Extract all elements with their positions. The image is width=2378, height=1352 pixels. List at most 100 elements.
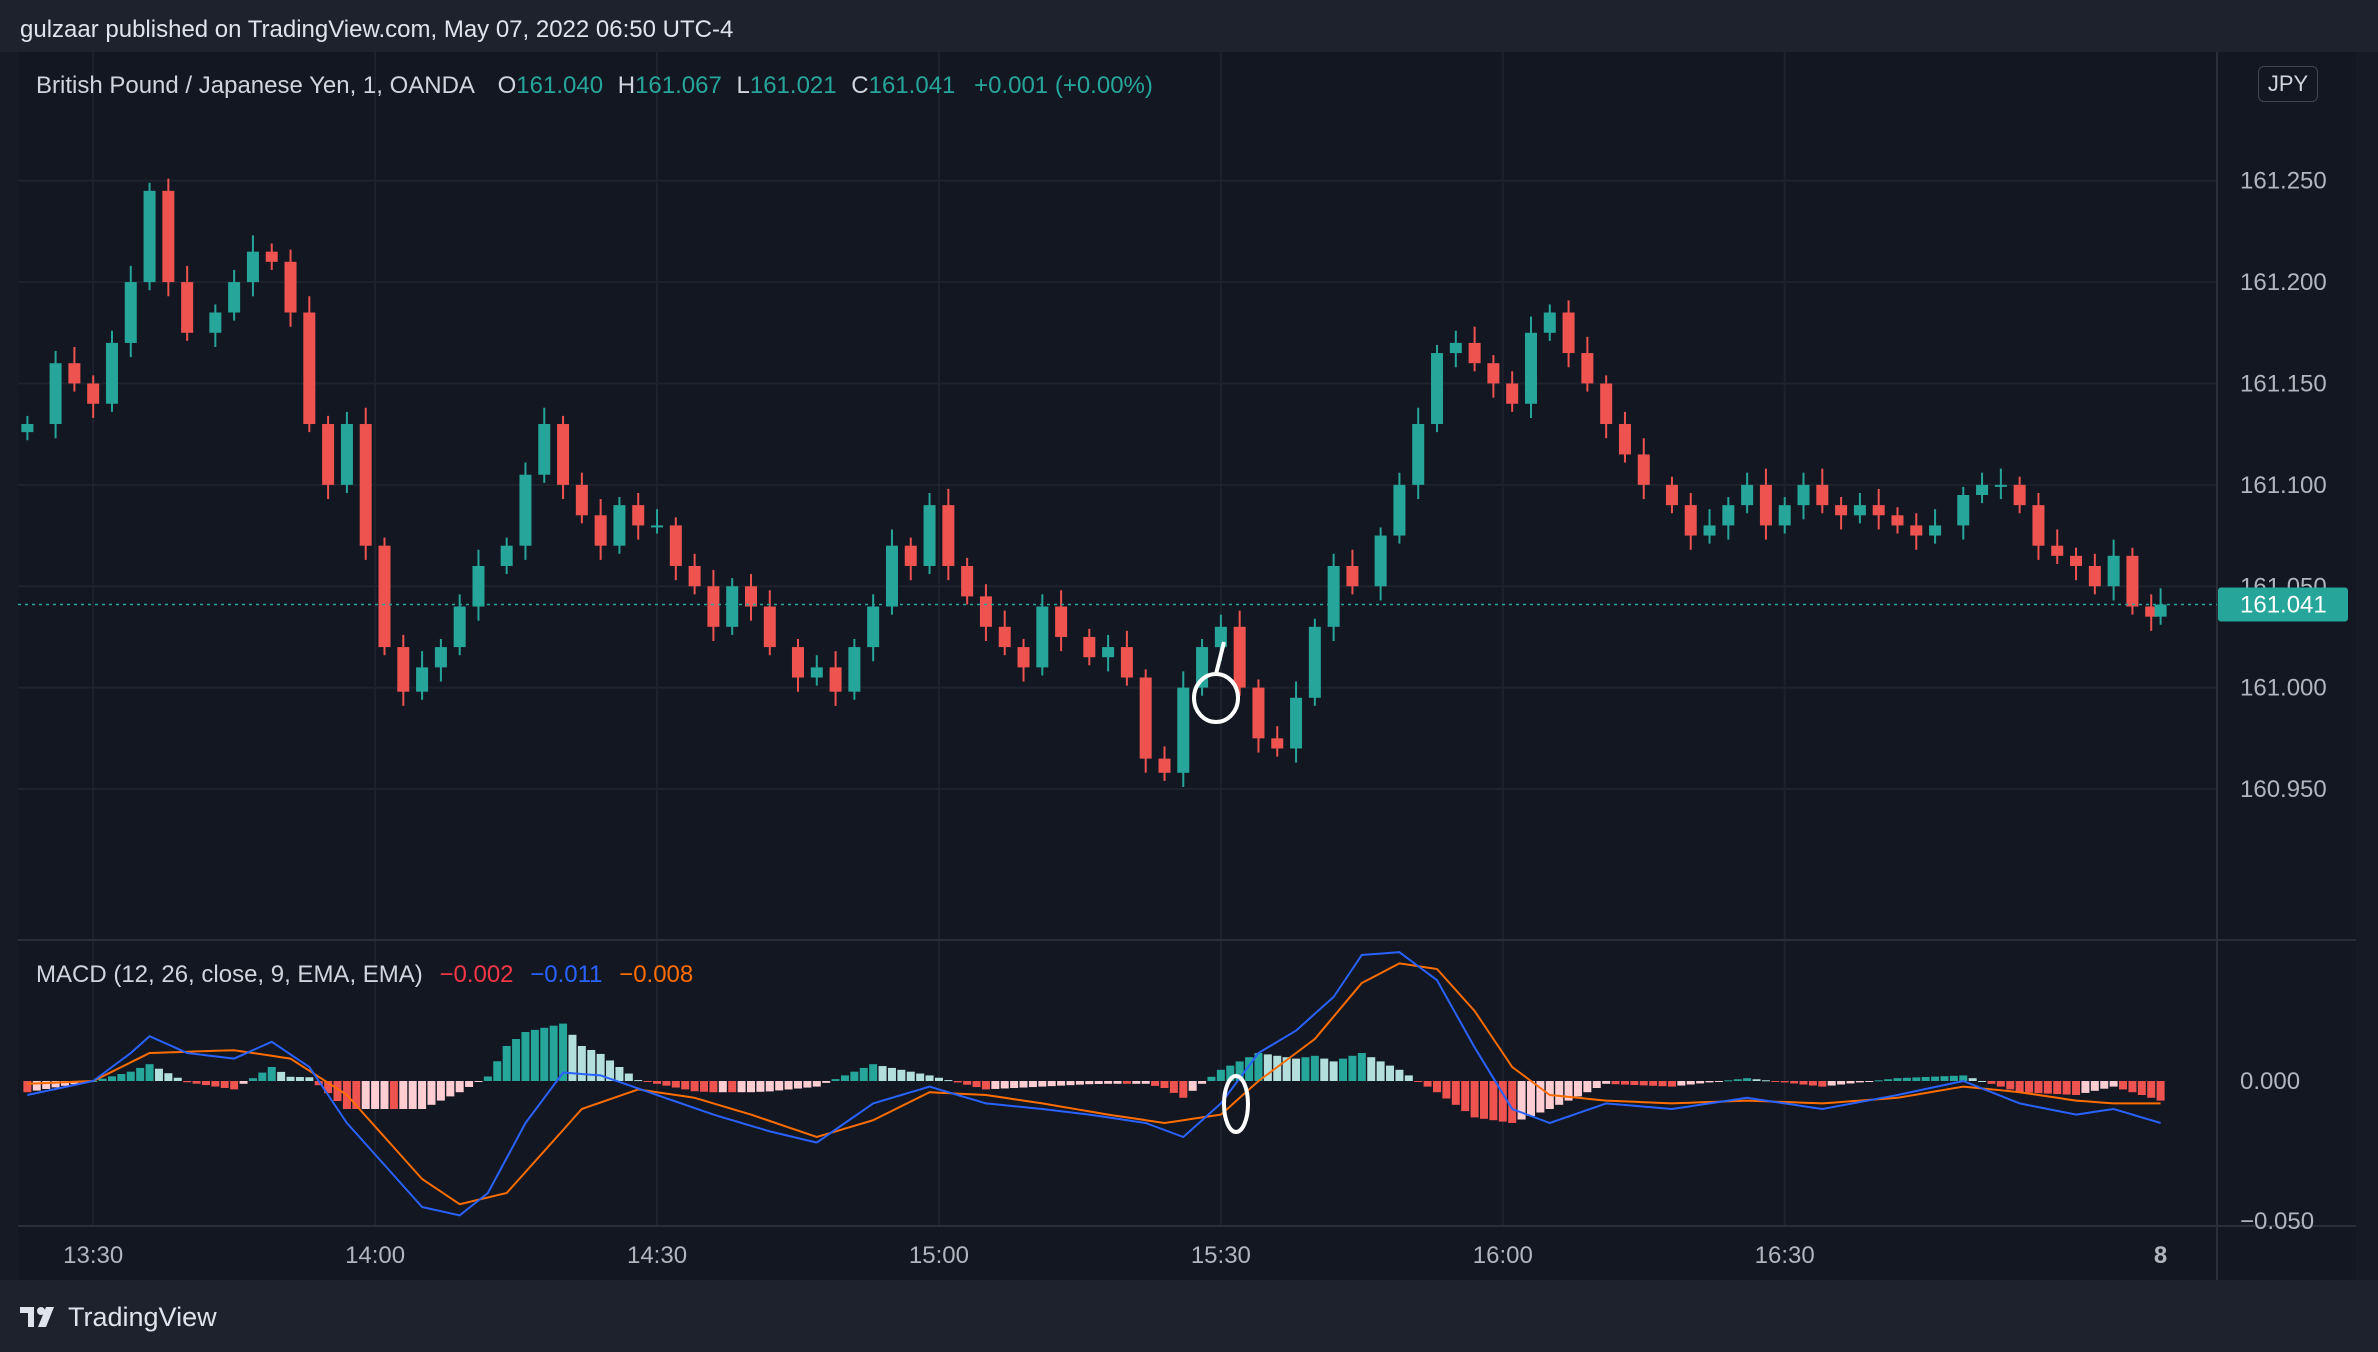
candle[interactable] [87, 375, 100, 418]
candle[interactable] [105, 330, 118, 412]
candle[interactable] [2126, 547, 2139, 615]
candle[interactable] [1327, 553, 1340, 641]
candle[interactable] [1120, 630, 1133, 686]
candle[interactable] [1543, 304, 1556, 341]
candle[interactable] [1994, 468, 2007, 500]
candle[interactable] [1741, 472, 1754, 514]
candle[interactable] [1374, 527, 1387, 601]
candle[interactable] [284, 249, 297, 327]
candle[interactable] [707, 570, 720, 641]
candle[interactable] [2107, 539, 2120, 601]
candle[interactable] [1017, 638, 1030, 682]
candle[interactable] [848, 638, 861, 700]
candle[interactable] [557, 415, 570, 500]
candle[interactable] [472, 549, 485, 621]
candle[interactable] [791, 638, 804, 692]
candle[interactable] [829, 651, 842, 706]
candle[interactable] [885, 529, 898, 615]
candle[interactable] [726, 578, 739, 635]
candle[interactable] [1722, 497, 1735, 540]
candle[interactable] [867, 594, 880, 662]
candle[interactable] [1252, 679, 1265, 753]
candle[interactable] [2051, 529, 2064, 564]
candle[interactable] [810, 655, 823, 686]
candle[interactable] [1872, 488, 1885, 530]
candle[interactable] [1816, 468, 1829, 514]
tradingview-logo[interactable]: TradingView [20, 1302, 217, 1332]
candle[interactable] [632, 492, 645, 540]
candle[interactable] [1177, 671, 1190, 787]
candle[interactable] [2088, 553, 2101, 595]
candle[interactable] [397, 634, 410, 706]
candle[interactable] [1600, 375, 1613, 439]
candle[interactable] [340, 411, 353, 493]
candle[interactable] [519, 462, 532, 560]
candle[interactable] [416, 651, 429, 700]
candle[interactable] [434, 638, 447, 682]
candle[interactable] [688, 553, 701, 595]
candle[interactable] [246, 235, 259, 297]
candle[interactable] [1139, 669, 1152, 773]
macd-name[interactable]: MACD (12, 26, close, 9, EMA, EMA) [36, 961, 423, 988]
candle[interactable] [1083, 628, 1096, 666]
candle[interactable] [1468, 326, 1481, 372]
candle[interactable] [162, 178, 175, 297]
candle[interactable] [21, 415, 34, 441]
candle[interactable] [322, 415, 335, 500]
candle[interactable] [1797, 472, 1810, 520]
currency-button[interactable]: JPY [2258, 66, 2318, 102]
candle[interactable] [1703, 509, 1716, 544]
candle[interactable] [745, 574, 757, 621]
candle[interactable] [181, 265, 194, 341]
candle[interactable] [669, 517, 682, 581]
symbol-name[interactable]: British Pound / Japanese Yen, 1, OANDA [36, 72, 475, 99]
candle[interactable] [1449, 330, 1462, 368]
candle[interactable] [1412, 407, 1425, 500]
candle[interactable] [1055, 590, 1068, 652]
candle[interactable] [1976, 472, 1989, 504]
candle[interactable] [1684, 492, 1697, 550]
candle[interactable] [124, 265, 137, 358]
candle[interactable] [1036, 594, 1049, 676]
candle[interactable] [209, 304, 222, 347]
candle[interactable] [303, 296, 316, 433]
candle[interactable] [2013, 476, 2026, 514]
candle[interactable] [1346, 549, 1359, 595]
candle[interactable] [2154, 588, 2167, 625]
candle[interactable] [1778, 497, 1791, 534]
candle[interactable] [1290, 681, 1303, 763]
candle[interactable] [1431, 344, 1444, 433]
candle[interactable] [1308, 618, 1321, 706]
candle[interactable] [1891, 507, 1904, 534]
candle[interactable] [1910, 513, 1923, 550]
candle[interactable] [1929, 509, 1942, 544]
candle[interactable] [1665, 476, 1678, 514]
candle[interactable] [1618, 411, 1631, 463]
candle[interactable] [1524, 316, 1537, 418]
candle[interactable] [1835, 497, 1848, 530]
candle[interactable] [1487, 355, 1500, 398]
candle[interactable] [1853, 492, 1866, 524]
candle[interactable] [1637, 438, 1650, 500]
candle[interactable] [575, 472, 588, 524]
candle[interactable] [2032, 492, 2045, 560]
candle[interactable] [2145, 594, 2158, 631]
candle[interactable] [453, 594, 466, 656]
candle[interactable] [1158, 746, 1171, 781]
candle[interactable] [1393, 472, 1406, 544]
candle[interactable] [1562, 300, 1575, 368]
candle[interactable] [538, 407, 551, 483]
candle[interactable] [265, 243, 278, 270]
candle[interactable] [1581, 336, 1594, 392]
candle[interactable] [594, 499, 607, 560]
candle[interactable] [1506, 371, 1519, 412]
candle[interactable] [923, 492, 936, 575]
candle[interactable] [1957, 486, 1970, 540]
candle[interactable] [500, 537, 513, 575]
candle[interactable] [359, 407, 372, 560]
candle[interactable] [49, 351, 62, 439]
candle[interactable] [651, 509, 664, 534]
candle[interactable] [68, 346, 81, 392]
candle[interactable] [1271, 726, 1284, 757]
